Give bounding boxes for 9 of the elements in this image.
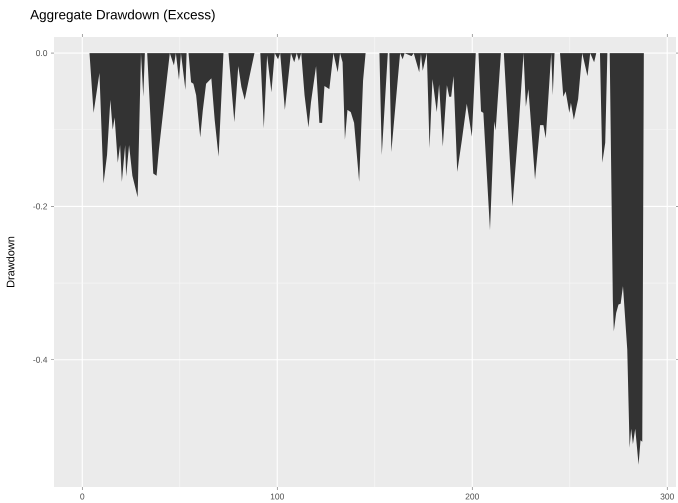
x-tick-label: 200 (466, 494, 479, 500)
x-tick-label: 300 (660, 494, 674, 500)
y-axis-title: Drawdown (6, 236, 14, 287)
x-tick-label: 100 (270, 494, 284, 500)
x-tick-label: 0 (80, 494, 84, 500)
chart-title: Aggregate Drawdown (Excess) (30, 10, 215, 22)
y-tick-label: -0.4 (33, 356, 48, 363)
y-tick-label: -0.2 (33, 203, 48, 210)
y-tick-label: 0.0 (36, 50, 48, 56)
